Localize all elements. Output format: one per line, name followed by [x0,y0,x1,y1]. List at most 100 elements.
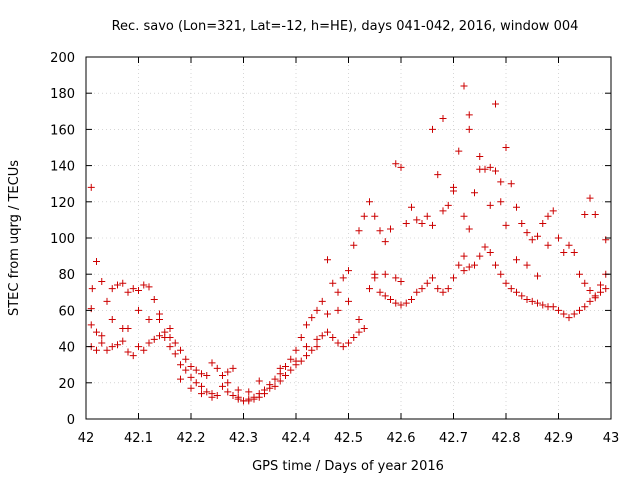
data-point [497,270,505,278]
data-point [135,343,142,351]
x-tick-label: 42.3 [229,431,258,446]
y-tick-label: 0 [67,413,75,428]
data-point [103,346,111,354]
data-point [140,281,148,289]
data-point [114,341,121,349]
y-tick-label: 20 [58,377,75,392]
data-point [429,125,436,133]
y-tick-label: 160 [50,123,75,138]
data-point [203,372,211,380]
data-point [187,363,195,371]
data-point [313,306,321,314]
data-point [177,375,184,383]
data-point [93,346,100,354]
data-point [334,306,342,314]
data-point [135,286,142,294]
y-tick-label: 120 [50,196,75,211]
data-point [439,115,447,123]
data-point [502,221,510,229]
data-point [98,339,106,347]
data-point [402,299,410,307]
data-point [418,285,426,293]
data-point [261,390,268,398]
data-point [129,285,137,293]
data-point [345,297,352,305]
data-point [140,346,148,354]
data-point [534,299,541,307]
data-point [292,357,300,365]
data-point [213,391,221,399]
data-point [418,220,426,228]
data-point [471,189,478,197]
data-point [502,144,510,151]
data-point [124,325,132,332]
data-point [544,241,552,249]
data-point [397,163,405,171]
data-point [318,297,326,305]
data-point [318,332,326,340]
data-point [539,220,547,228]
y-tick-label: 60 [58,304,75,319]
data-point [292,346,300,354]
data-point [282,363,289,371]
data-point [171,350,179,358]
data-point [355,328,363,336]
data-point [303,352,310,360]
data-point [371,212,379,220]
data-point [581,210,589,218]
data-point [229,364,237,372]
data-point [371,270,379,278]
data-point [402,220,410,228]
data-point [156,310,163,318]
data-point [87,183,95,191]
data-point [439,207,447,215]
data-point [135,306,142,314]
data-point [145,315,153,323]
data-point [502,279,510,287]
data-point [465,111,473,119]
data-point [177,346,184,354]
data-point [513,203,520,211]
data-point [581,279,589,287]
data-point [345,267,352,275]
chart-title: Rec. savo (Lon=321, Lat=-12, h=HE), days… [112,19,579,34]
data-point [408,296,415,304]
data-point [329,279,337,287]
data-point [591,210,599,218]
y-tick-label: 100 [50,232,75,247]
data-point [98,277,106,285]
x-axis-label: GPS time / Days of year 2016 [252,459,444,474]
data-point [465,263,473,271]
data-point [544,212,552,220]
data-point [465,125,473,133]
data-point [528,297,536,305]
data-point [486,201,494,209]
data-point [324,310,331,318]
data-point [381,238,389,246]
data-point [308,346,316,354]
data-point [156,332,163,340]
y-tick-labels: 0 20 40 60 80 100 120 140 160 180 200 [50,51,75,428]
data-point [108,343,116,351]
data-point [324,328,331,336]
data-point [423,279,431,287]
axis-ticks [85,56,612,420]
data-point [497,178,505,186]
data-point [523,261,531,269]
data-point [145,283,153,291]
x-tick-label: 42.7 [439,431,468,446]
data-point [339,343,347,351]
data-point [492,261,499,269]
data-points [87,82,610,405]
data-point [124,288,132,296]
data-point [114,281,121,289]
data-point [570,310,578,318]
data-point [219,372,226,380]
data-point [366,285,373,293]
data-point [287,355,295,363]
data-point [376,288,384,296]
data-point [534,272,541,280]
data-point [581,303,589,311]
data-point [602,285,610,293]
data-point [439,288,447,296]
